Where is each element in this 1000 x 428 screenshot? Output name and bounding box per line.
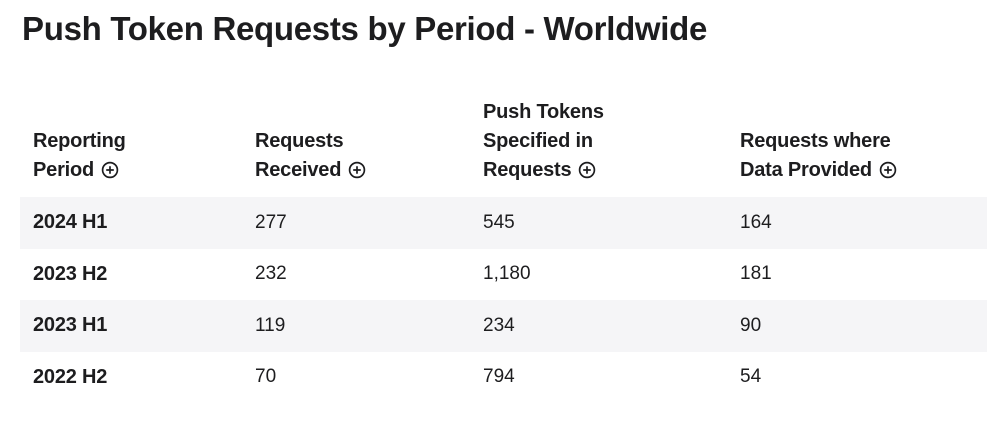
cell-push-tokens-specified: 1,180 xyxy=(483,263,531,285)
cell-requests-received: 119 xyxy=(242,300,470,352)
column-header-line: Requests xyxy=(255,130,344,152)
cell-push-tokens-specified: 794 xyxy=(483,366,515,388)
table-row-2023-h2: 2023 H2 232 1,180 181 xyxy=(20,249,987,301)
cell-requests-received: 277 xyxy=(242,197,470,249)
column-header-line: Requests xyxy=(483,159,572,181)
page-title: Push Token Requests by Period - Worldwid… xyxy=(22,10,708,47)
column-header-line: Requests where xyxy=(740,130,891,152)
table-row-2023-h1: 2023 H1 119 234 90 xyxy=(20,300,987,352)
cell-requests-where-data-provided: 90 xyxy=(727,300,987,352)
push-token-report-section: Push Token Requests by Period - Worldwid… xyxy=(0,9,1000,403)
cell-requests-where-data-provided: 181 xyxy=(740,263,772,285)
expand-reporting-period-button[interactable] xyxy=(101,161,119,179)
column-header-line: Received xyxy=(255,159,342,181)
circled-plus-icon xyxy=(579,161,596,179)
expand-requests-where-data-provided-button[interactable] xyxy=(879,161,897,179)
column-header-requests-where-data-provided: Requests where Data Provided xyxy=(727,98,987,197)
cell-requests-received: 70 xyxy=(255,366,277,388)
push-token-requests-table: Reporting Period Requests Received Push … xyxy=(20,98,987,403)
table-row-2022-h2: 2022 H2 70 794 54 xyxy=(20,352,987,404)
cell-period: 2022 H2 xyxy=(33,365,108,388)
cell-period: 2024 H1 xyxy=(20,197,242,249)
cell-push-tokens-specified: 234 xyxy=(470,300,727,352)
cell-requests-where-data-provided: 164 xyxy=(727,197,987,249)
cell-requests-where-data-provided: 54 xyxy=(740,366,762,388)
table-row-2024-h1: 2024 H1 277 545 164 xyxy=(20,197,987,249)
cell-requests-received: 232 xyxy=(255,263,287,285)
circled-plus-icon xyxy=(348,161,366,179)
column-header-requests-received: Requests Received xyxy=(242,98,470,197)
column-header-reporting-period: Reporting Period xyxy=(20,98,242,197)
circled-plus-icon xyxy=(101,161,119,179)
cell-period: 2023 H1 xyxy=(20,300,242,352)
table-header-row: Reporting Period Requests Received Push … xyxy=(20,98,987,197)
column-header-line: Period xyxy=(33,159,95,181)
column-header-push-tokens-specified: Push Tokens Specified in Requests xyxy=(470,98,727,197)
cell-period: 2023 H2 xyxy=(33,262,108,285)
expand-requests-received-button[interactable] xyxy=(348,161,366,179)
column-header-line: Specified in xyxy=(483,130,593,152)
column-header-line: Reporting xyxy=(33,130,126,152)
column-header-line: Data Provided xyxy=(740,159,872,181)
cell-push-tokens-specified: 545 xyxy=(470,197,727,249)
circled-plus-icon xyxy=(879,161,897,179)
expand-push-tokens-specified-button[interactable] xyxy=(578,161,596,179)
column-header-line: Push Tokens xyxy=(483,101,604,123)
